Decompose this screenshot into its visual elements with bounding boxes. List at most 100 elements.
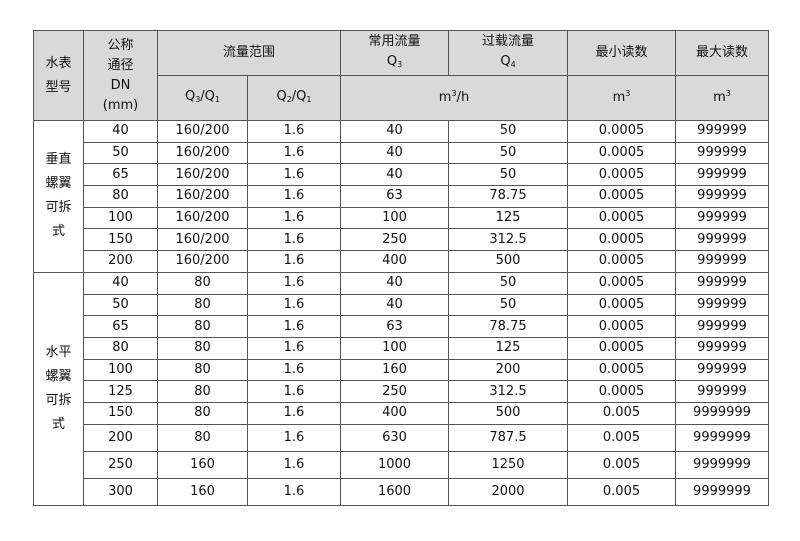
max-reading-cell: 999999 xyxy=(675,336,769,360)
header-max-unit: m3 xyxy=(675,75,769,121)
min-reading-cell: 0.0005 xyxy=(567,206,676,230)
q4-cell: 50 xyxy=(448,271,568,295)
q3-cell: 1000 xyxy=(340,450,449,479)
min-reading-cell: 0.0005 xyxy=(567,120,676,143)
q3-cell: 40 xyxy=(340,141,449,165)
table-row: 65 160/200 1.6 40 50 0.0005 999999 xyxy=(34,163,769,187)
q2q1-cell: 1.6 xyxy=(247,206,341,230)
q3q1-cell: 80 xyxy=(157,271,248,295)
q2q1-cell: 1.6 xyxy=(247,228,341,252)
q3q1-cell: 160/200 xyxy=(157,250,248,273)
q3q1-cell: 160/200 xyxy=(157,228,248,252)
q2q1-cell: 1.6 xyxy=(247,380,341,403)
dn-cell: 65 xyxy=(83,163,158,187)
q4-cell: 200 xyxy=(448,358,568,382)
q4-cell: 500 xyxy=(448,401,568,425)
max-reading-cell: 9999999 xyxy=(675,401,769,425)
min-reading-cell: 0.0005 xyxy=(567,380,676,403)
q4-cell: 2000 xyxy=(448,477,568,506)
dn-cell: 300 xyxy=(83,477,158,506)
max-reading-cell: 999999 xyxy=(675,206,769,230)
dn-cell: 50 xyxy=(83,141,158,165)
min-reading-cell: 0.005 xyxy=(567,401,676,425)
dn-cell: 150 xyxy=(83,228,158,252)
table-row: 300 160 1.6 1600 2000 0.005 9999999 xyxy=(34,477,769,506)
q3-cell: 160 xyxy=(340,358,449,382)
q3-cell: 630 xyxy=(340,423,449,452)
q3q1-cell: 160/200 xyxy=(157,141,248,165)
q3-cell: 40 xyxy=(340,120,449,143)
q2q1-cell: 1.6 xyxy=(247,120,341,143)
q2q1-cell: 1.6 xyxy=(247,250,341,273)
header-q2q1: Q2/Q1 xyxy=(247,75,341,121)
q2q1-cell: 1.6 xyxy=(247,315,341,338)
q3-cell: 400 xyxy=(340,401,449,425)
q3-cell: 63 xyxy=(340,315,449,338)
header-flow-range: 流量范围 xyxy=(157,30,341,76)
min-reading-cell: 0.0005 xyxy=(567,141,676,165)
q3q1-cell: 80 xyxy=(157,293,248,317)
table-row: 80 80 1.6 100 125 0.0005 999999 xyxy=(34,336,769,360)
q4-cell: 312.5 xyxy=(448,380,568,403)
max-reading-cell: 9999999 xyxy=(675,423,769,452)
max-reading-cell: 999999 xyxy=(675,293,769,317)
table-row: 250 160 1.6 1000 1250 0.005 9999999 xyxy=(34,450,769,479)
table-row: 200 160/200 1.6 400 500 0.0005 999999 xyxy=(34,250,769,273)
q3q1-cell: 160/200 xyxy=(157,185,248,208)
q2q1-cell: 1.6 xyxy=(247,163,341,187)
dn-cell: 200 xyxy=(83,250,158,273)
max-reading-cell: 999999 xyxy=(675,271,769,295)
q3q1-cell: 80 xyxy=(157,315,248,338)
q3q1-cell: 160/200 xyxy=(157,120,248,143)
header-q3: 常用流量 Q3 xyxy=(340,30,449,76)
model-cell: 垂直 螺翼 可拆式 xyxy=(33,120,84,273)
table-row: 150 80 1.6 400 500 0.005 9999999 xyxy=(34,401,769,425)
header-q3q1: Q3/Q1 xyxy=(157,75,248,121)
max-reading-cell: 999999 xyxy=(675,163,769,187)
dn-cell: 80 xyxy=(83,185,158,208)
q3q1-cell: 80 xyxy=(157,358,248,382)
q4-cell: 50 xyxy=(448,141,568,165)
q4-cell: 50 xyxy=(448,163,568,187)
q3q1-cell: 80 xyxy=(157,401,248,425)
table-row: 50 160/200 1.6 40 50 0.0005 999999 xyxy=(34,141,769,165)
dn-cell: 65 xyxy=(83,315,158,338)
dn-cell: 200 xyxy=(83,423,158,452)
max-reading-cell: 999999 xyxy=(675,250,769,273)
table-row: 150 160/200 1.6 250 312.5 0.0005 999999 xyxy=(34,228,769,252)
min-reading-cell: 0.0005 xyxy=(567,163,676,187)
q3q1-cell: 160 xyxy=(157,477,248,506)
min-reading-cell: 0.005 xyxy=(567,423,676,452)
min-reading-cell: 0.0005 xyxy=(567,250,676,273)
max-reading-cell: 9999999 xyxy=(675,450,769,479)
max-reading-cell: 999999 xyxy=(675,228,769,252)
q3q1-cell: 80 xyxy=(157,336,248,360)
q2q1-cell: 1.6 xyxy=(247,336,341,360)
min-reading-cell: 0.0005 xyxy=(567,185,676,208)
q2q1-cell: 1.6 xyxy=(247,141,341,165)
q3q1-cell: 160/200 xyxy=(157,206,248,230)
table-row: 125 80 1.6 250 312.5 0.0005 999999 xyxy=(34,380,769,403)
q3-cell: 400 xyxy=(340,250,449,273)
q2q1-cell: 1.6 xyxy=(247,358,341,382)
q4-cell: 78.75 xyxy=(448,315,568,338)
q3q1-cell: 160 xyxy=(157,450,248,479)
q4-cell: 1250 xyxy=(448,450,568,479)
water-meter-spec-table: 水表型号 公称 通径 DN (mm) 流量范围 常用流量 Q3 过载流量 Q4 最小读数 … xyxy=(33,30,769,506)
max-reading-cell: 999999 xyxy=(675,120,769,143)
q4-cell: 500 xyxy=(448,250,568,273)
dn-cell: 125 xyxy=(83,380,158,403)
q3q1-cell: 80 xyxy=(157,423,248,452)
q3-cell: 250 xyxy=(340,380,449,403)
min-reading-cell: 0.0005 xyxy=(567,336,676,360)
q4-cell: 50 xyxy=(448,120,568,143)
max-reading-cell: 999999 xyxy=(675,380,769,403)
header-q3-symbol: Q3 xyxy=(386,53,403,69)
q4-cell: 50 xyxy=(448,293,568,317)
header-q4: 过载流量 Q4 xyxy=(448,30,568,76)
q2q1-cell: 1.6 xyxy=(247,293,341,317)
header-min-reading: 最小读数 xyxy=(567,30,676,76)
table-row: 100 160/200 1.6 100 125 0.0005 999999 xyxy=(34,206,769,230)
dn-cell: 150 xyxy=(83,401,158,425)
max-reading-cell: 9999999 xyxy=(675,477,769,506)
